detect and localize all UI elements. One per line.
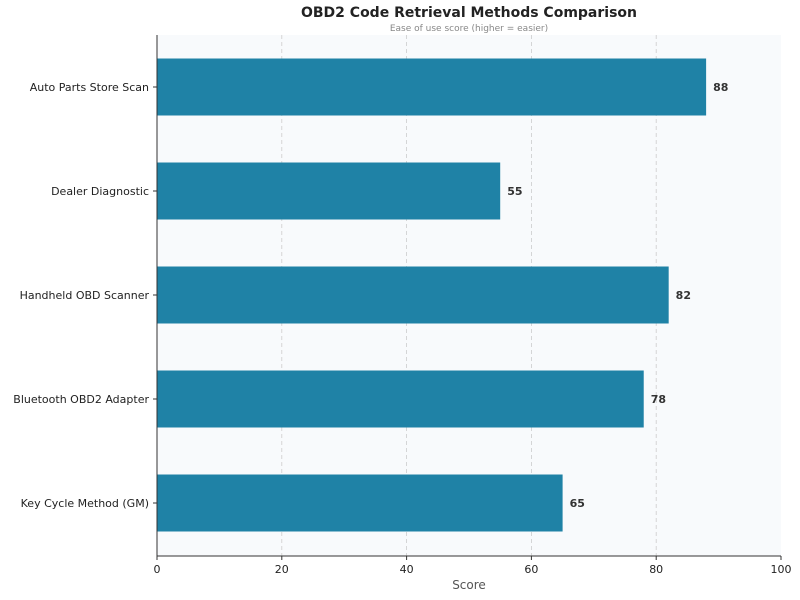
bar xyxy=(157,474,563,532)
bar xyxy=(157,58,707,116)
data-label: 55 xyxy=(507,185,522,198)
y-tick-label: Bluetooth OBD2 Adapter xyxy=(13,393,149,406)
x-tick-label: 80 xyxy=(649,563,663,576)
data-label: 82 xyxy=(676,289,691,302)
x-tick-label: 20 xyxy=(275,563,289,576)
chart-subtitle: Ease of use score (higher = easier) xyxy=(390,24,548,34)
y-tick-label: Auto Parts Store Scan xyxy=(30,81,149,94)
y-tick-label: Key Cycle Method (GM) xyxy=(21,497,149,510)
data-label: 78 xyxy=(651,393,666,406)
y-tick-label: Dealer Diagnostic xyxy=(51,185,149,198)
y-tick-label: Handheld OBD Scanner xyxy=(20,289,150,302)
bar xyxy=(157,162,501,220)
x-tick-label: 40 xyxy=(400,563,414,576)
data-label: 65 xyxy=(570,497,585,510)
x-tick-label: 0 xyxy=(154,563,161,576)
chart-title: OBD2 Code Retrieval Methods Comparison xyxy=(301,5,637,21)
x-tick-label: 100 xyxy=(771,563,792,576)
data-label: 88 xyxy=(713,81,728,94)
bar xyxy=(157,370,644,428)
x-axis-label: Score xyxy=(452,578,486,592)
bar xyxy=(157,266,669,324)
x-tick-label: 60 xyxy=(524,563,538,576)
